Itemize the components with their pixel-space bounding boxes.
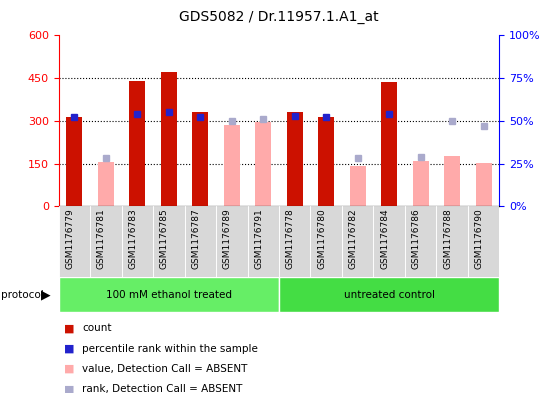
Bar [66, 117, 82, 206]
Text: ▶: ▶ [41, 288, 50, 301]
Text: GSM1176789: GSM1176789 [223, 208, 232, 269]
Bar [59, 277, 279, 312]
Bar [59, 206, 90, 277]
Bar [476, 163, 492, 206]
Bar [287, 112, 302, 206]
Text: protocol: protocol [1, 290, 44, 300]
Bar [381, 83, 397, 206]
Text: GSM1176782: GSM1176782 [349, 208, 358, 269]
Text: GDS5082 / Dr.11957.1.A1_at: GDS5082 / Dr.11957.1.A1_at [179, 10, 379, 24]
Bar [122, 206, 153, 277]
Bar [90, 206, 122, 277]
Text: GSM1176778: GSM1176778 [286, 208, 295, 269]
Text: GSM1176788: GSM1176788 [443, 208, 452, 269]
Text: GSM1176781: GSM1176781 [97, 208, 106, 269]
Bar [193, 112, 208, 206]
Bar [310, 206, 342, 277]
Text: GSM1176787: GSM1176787 [191, 208, 200, 269]
Text: value, Detection Call = ABSENT: value, Detection Call = ABSENT [82, 364, 247, 374]
Bar [444, 156, 460, 206]
Bar [279, 206, 310, 277]
Bar [185, 206, 216, 277]
Text: ■: ■ [64, 323, 75, 333]
Bar [342, 206, 373, 277]
Text: ■: ■ [64, 384, 75, 393]
Text: GSM1176791: GSM1176791 [254, 208, 263, 269]
Text: 100 mM ethanol treated: 100 mM ethanol treated [106, 290, 232, 300]
Bar [256, 122, 271, 206]
Text: count: count [82, 323, 112, 333]
Bar [436, 206, 468, 277]
Text: GSM1176779: GSM1176779 [65, 208, 74, 269]
Bar [279, 277, 499, 312]
Bar [468, 206, 499, 277]
Text: percentile rank within the sample: percentile rank within the sample [82, 343, 258, 354]
Text: GSM1176785: GSM1176785 [160, 208, 169, 269]
Bar [248, 206, 279, 277]
Bar [98, 162, 114, 206]
Bar [373, 206, 405, 277]
Text: rank, Detection Call = ABSENT: rank, Detection Call = ABSENT [82, 384, 242, 393]
Text: GSM1176790: GSM1176790 [475, 208, 484, 269]
Bar [413, 161, 429, 206]
Bar [350, 167, 365, 206]
Bar [153, 206, 185, 277]
Bar [405, 206, 436, 277]
Text: GSM1176786: GSM1176786 [412, 208, 421, 269]
Bar [224, 125, 239, 206]
Text: ■: ■ [64, 343, 75, 354]
Text: untreated control: untreated control [344, 290, 435, 300]
Text: GSM1176784: GSM1176784 [380, 208, 389, 269]
Bar [319, 117, 334, 206]
Text: GSM1176783: GSM1176783 [128, 208, 137, 269]
Text: ■: ■ [64, 364, 75, 374]
Bar [161, 72, 177, 206]
Bar [216, 206, 248, 277]
Text: GSM1176780: GSM1176780 [318, 208, 326, 269]
Bar [129, 81, 145, 206]
